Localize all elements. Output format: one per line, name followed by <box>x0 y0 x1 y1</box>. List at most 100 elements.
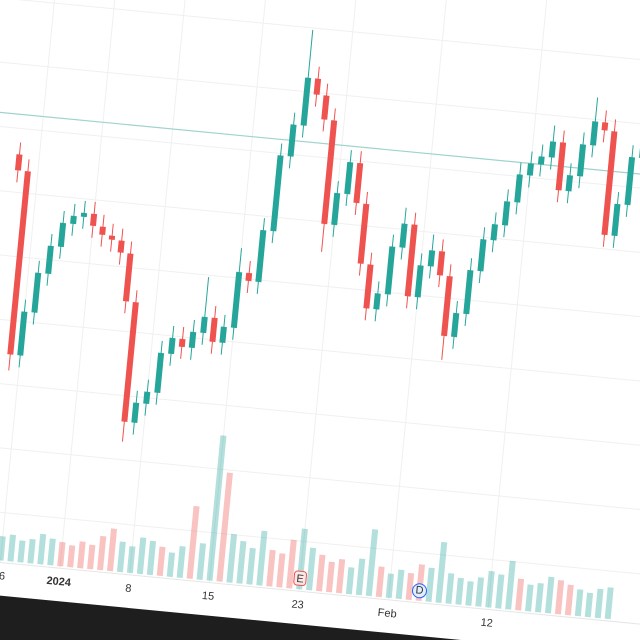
candle-body <box>427 250 436 267</box>
candle-body <box>526 163 534 176</box>
volume-bar <box>266 549 276 587</box>
candle-body <box>178 338 186 348</box>
grid-line <box>208 0 286 583</box>
volume-bar <box>106 528 118 572</box>
candle-body <box>270 155 284 232</box>
volume-bar <box>126 546 136 574</box>
candle-body <box>230 271 243 329</box>
grid-line <box>0 0 640 82</box>
event-marker <box>412 583 428 599</box>
candle-body <box>154 352 165 394</box>
volume-bar <box>355 558 366 596</box>
volume-bar <box>246 547 256 585</box>
volume-bar <box>365 529 379 597</box>
candle-body <box>321 120 338 225</box>
candle-body <box>7 171 31 355</box>
volume-bar <box>325 561 335 593</box>
volume-bar <box>525 584 534 612</box>
candle-body <box>353 162 364 204</box>
candle-body <box>414 265 424 298</box>
candle-body <box>313 78 322 95</box>
volume-bar <box>0 536 6 561</box>
volume-bar <box>495 574 505 609</box>
volume-bar <box>97 535 107 571</box>
grid-line <box>0 299 640 401</box>
volume-bar <box>604 587 614 620</box>
candle-body <box>490 224 498 241</box>
grid-line <box>0 426 640 528</box>
volume-bar <box>226 533 238 583</box>
candle-body <box>451 312 460 338</box>
grid-line <box>59 0 137 569</box>
candle-body <box>168 337 176 355</box>
volume-bar <box>256 530 268 586</box>
volume-bar <box>306 547 317 591</box>
volume-bar <box>136 537 147 575</box>
volume-bar <box>316 554 326 592</box>
candle-body <box>57 222 67 248</box>
candle-body <box>611 203 621 237</box>
event-label: E <box>296 573 304 586</box>
volume-bar <box>385 573 394 599</box>
grid-line <box>0 235 640 337</box>
volume-bar <box>166 552 176 578</box>
candle-body <box>31 272 42 313</box>
candle-body <box>477 239 487 272</box>
candle-body <box>287 124 297 157</box>
x-tick-label: Feb <box>377 607 397 621</box>
volume-bar <box>87 544 96 570</box>
volume-bar <box>375 566 385 598</box>
volume-bar <box>405 572 415 601</box>
volume-bar <box>37 533 47 565</box>
candle-body <box>373 293 381 310</box>
candle-body <box>601 122 609 131</box>
x-tick-label: 23 <box>291 599 304 612</box>
grid-line <box>0 363 640 464</box>
volume-bar <box>435 541 448 603</box>
candle-body <box>17 311 28 356</box>
volume-bar <box>186 505 200 579</box>
candle-body <box>209 317 218 343</box>
level-line <box>0 94 640 196</box>
volume-bar <box>475 577 485 607</box>
candle-body <box>357 203 370 264</box>
grid-line <box>387 0 465 600</box>
x-tick-label: 12 <box>480 617 493 630</box>
volume-bar <box>505 560 516 610</box>
axis-line <box>0 540 640 640</box>
candle-body <box>14 154 23 171</box>
grid-line <box>0 490 640 592</box>
volume-bar <box>47 538 56 566</box>
candle-body <box>45 245 54 275</box>
candle-body <box>70 215 77 225</box>
volume-bar <box>395 569 405 600</box>
volume-bar <box>445 573 455 604</box>
candle-body <box>321 95 330 120</box>
grid-line <box>0 44 640 146</box>
candle-body <box>117 240 125 253</box>
candle-body <box>122 253 134 302</box>
volume-bar <box>57 541 66 567</box>
volume-bar <box>465 581 474 606</box>
volume-bar <box>535 582 544 613</box>
candle-body <box>384 246 396 295</box>
candle-body <box>590 121 599 146</box>
x-tick-label: 8 <box>125 583 132 596</box>
candle-body <box>300 77 312 126</box>
grid-line <box>129 0 207 575</box>
volume-bar <box>515 578 525 611</box>
event-marker <box>293 570 308 587</box>
candle-body <box>565 175 574 192</box>
candle-body <box>99 226 106 236</box>
candle-body <box>601 131 618 236</box>
volume-bar <box>286 539 297 589</box>
volume-bar <box>584 592 594 618</box>
candle-body <box>514 174 523 203</box>
candle-body <box>80 212 88 218</box>
volume-bar <box>7 534 16 562</box>
candle-body <box>188 331 197 349</box>
volume-bar <box>77 541 86 569</box>
